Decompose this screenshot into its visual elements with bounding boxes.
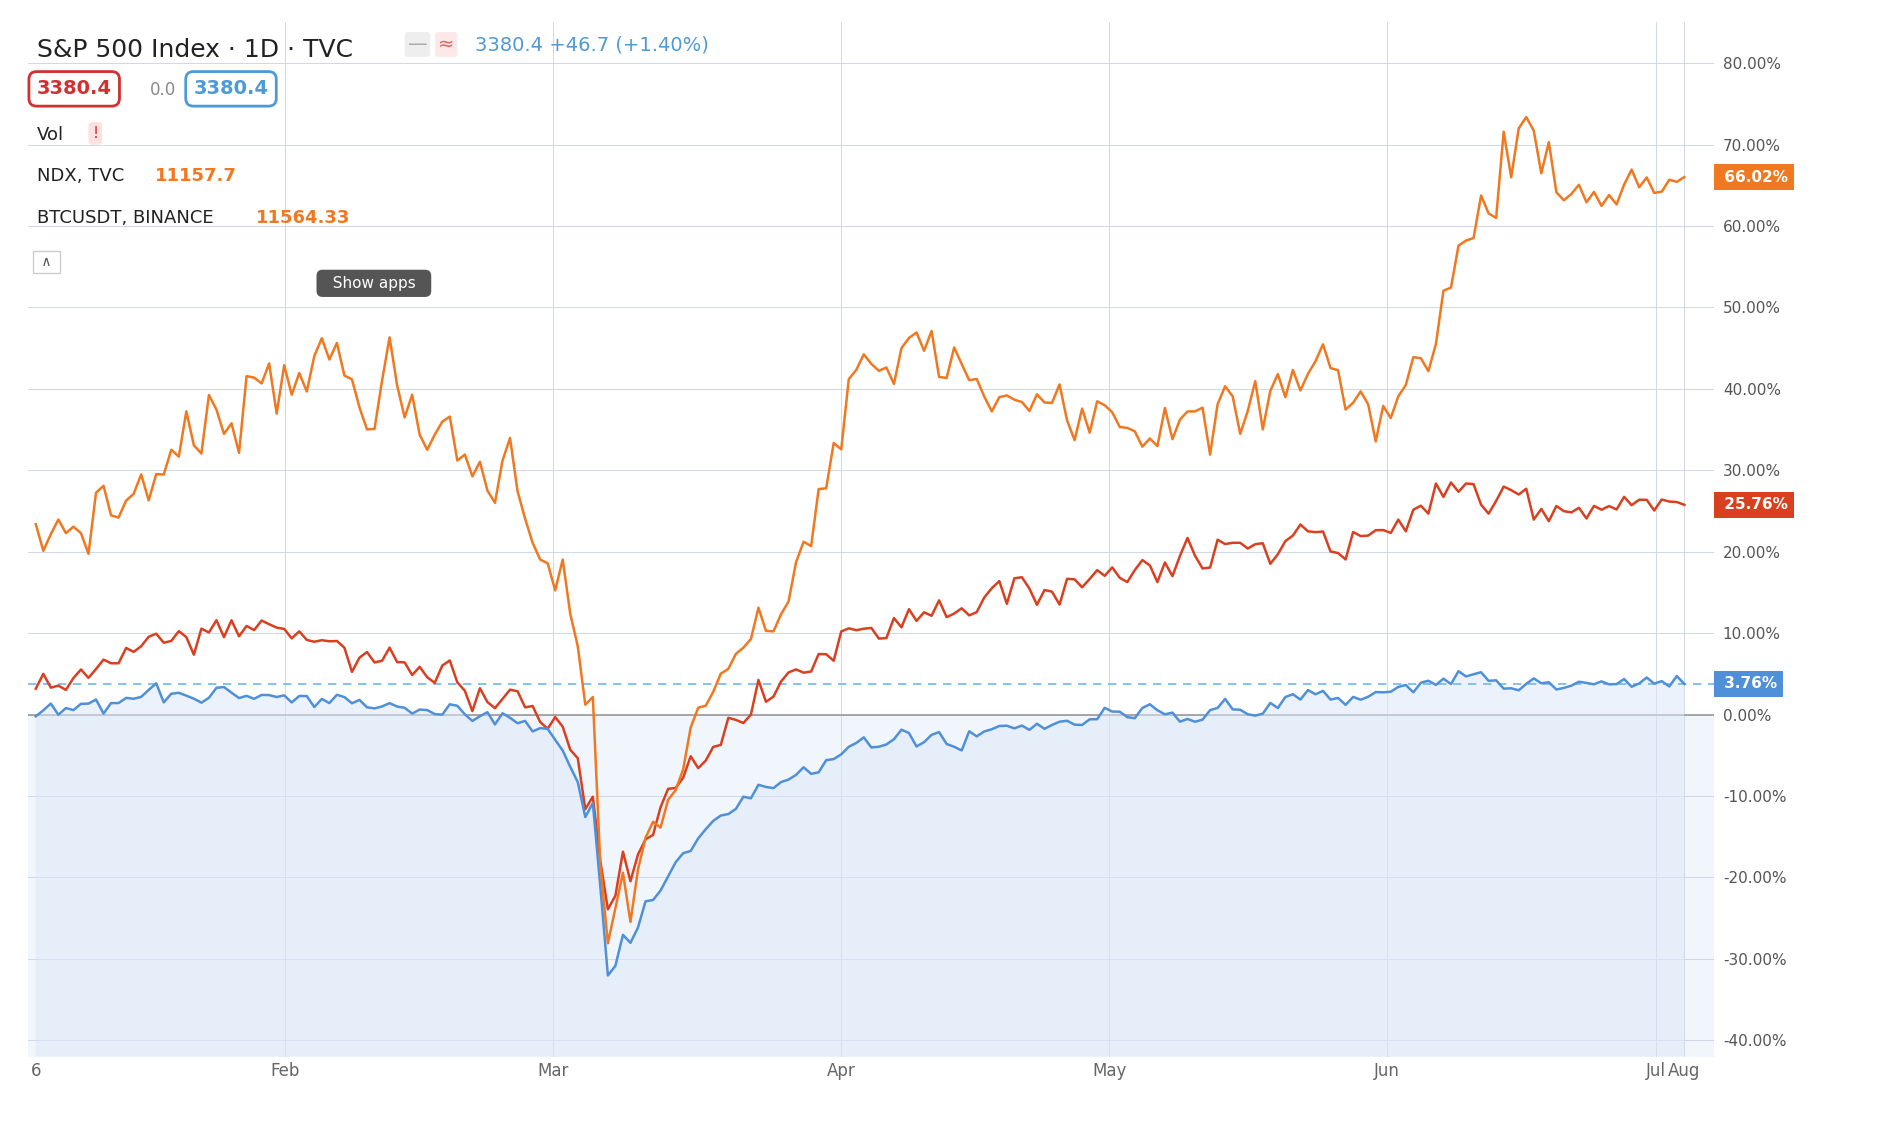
Text: BTCUSDT, BINANCE: BTCUSDT, BINANCE	[36, 209, 213, 227]
Text: 11157.7: 11157.7	[154, 167, 237, 185]
Text: —: —	[407, 35, 428, 54]
Text: 3380.4 +46.7 (+1.40%): 3380.4 +46.7 (+1.40%)	[475, 36, 708, 55]
Text: 66.02%: 66.02%	[1720, 170, 1788, 184]
Text: 3380.4: 3380.4	[36, 80, 111, 99]
Text: 11564.33: 11564.33	[256, 209, 350, 227]
Text: ≈: ≈	[437, 35, 454, 54]
Text: 25.76%: 25.76%	[1720, 497, 1788, 513]
Text: S&P 500 Index · 1D · TVC: S&P 500 Index · 1D · TVC	[36, 38, 352, 62]
Text: ∧: ∧	[36, 255, 55, 269]
Text: 3.76%: 3.76%	[1720, 677, 1778, 691]
Text: 0.0: 0.0	[149, 81, 175, 99]
Text: NDX, TVC: NDX, TVC	[36, 167, 124, 185]
Text: !: !	[92, 126, 98, 140]
Bar	[28, 715, 1714, 1057]
Text: Show apps: Show apps	[322, 275, 426, 291]
Text: 3380.4: 3380.4	[194, 80, 269, 99]
Text: Vol: Vol	[36, 126, 64, 144]
